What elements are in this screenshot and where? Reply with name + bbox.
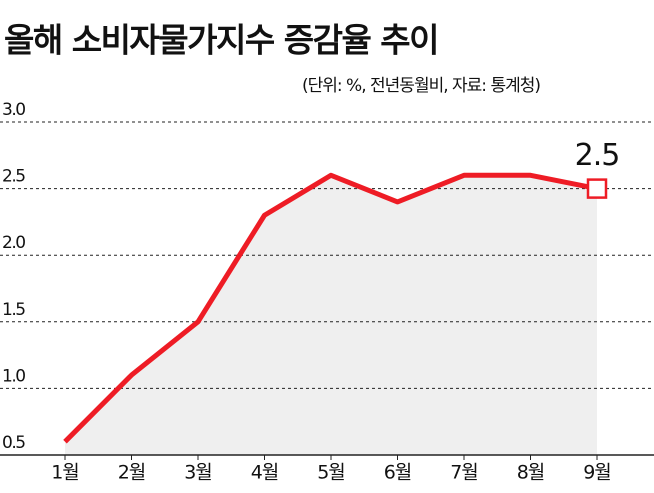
data-label: 2.5 [575, 138, 620, 173]
y-tick-label: 2.5 [2, 167, 25, 187]
area [65, 175, 597, 455]
x-tick-label: 1월 [51, 462, 79, 484]
y-tick-label: 0.5 [2, 433, 25, 453]
chart-subtitle: (단위: %, 전년동월비, 자료: 통계청) [302, 76, 540, 96]
x-tick-label: 2월 [118, 462, 146, 484]
y-tick-label: 1.5 [2, 300, 25, 320]
x-tick-label: 9월 [583, 462, 611, 484]
y-tick-label: 1.0 [2, 366, 25, 386]
x-tick-label: 8월 [517, 462, 545, 484]
x-tick-label: 6월 [384, 462, 412, 484]
line [63, 172, 598, 444]
chart-title: 올해 소비자물가지수 증감율 추이 [4, 21, 438, 60]
marker [586, 178, 608, 199]
x-tick-label: 3월 [184, 462, 212, 484]
x-tick-label: 7월 [450, 462, 478, 484]
x-tick-label: 4월 [251, 462, 279, 484]
x-tick-label: 5월 [317, 462, 345, 484]
y-tick-label: 3.0 [2, 100, 25, 120]
y-tick-label: 2.0 [2, 233, 25, 253]
